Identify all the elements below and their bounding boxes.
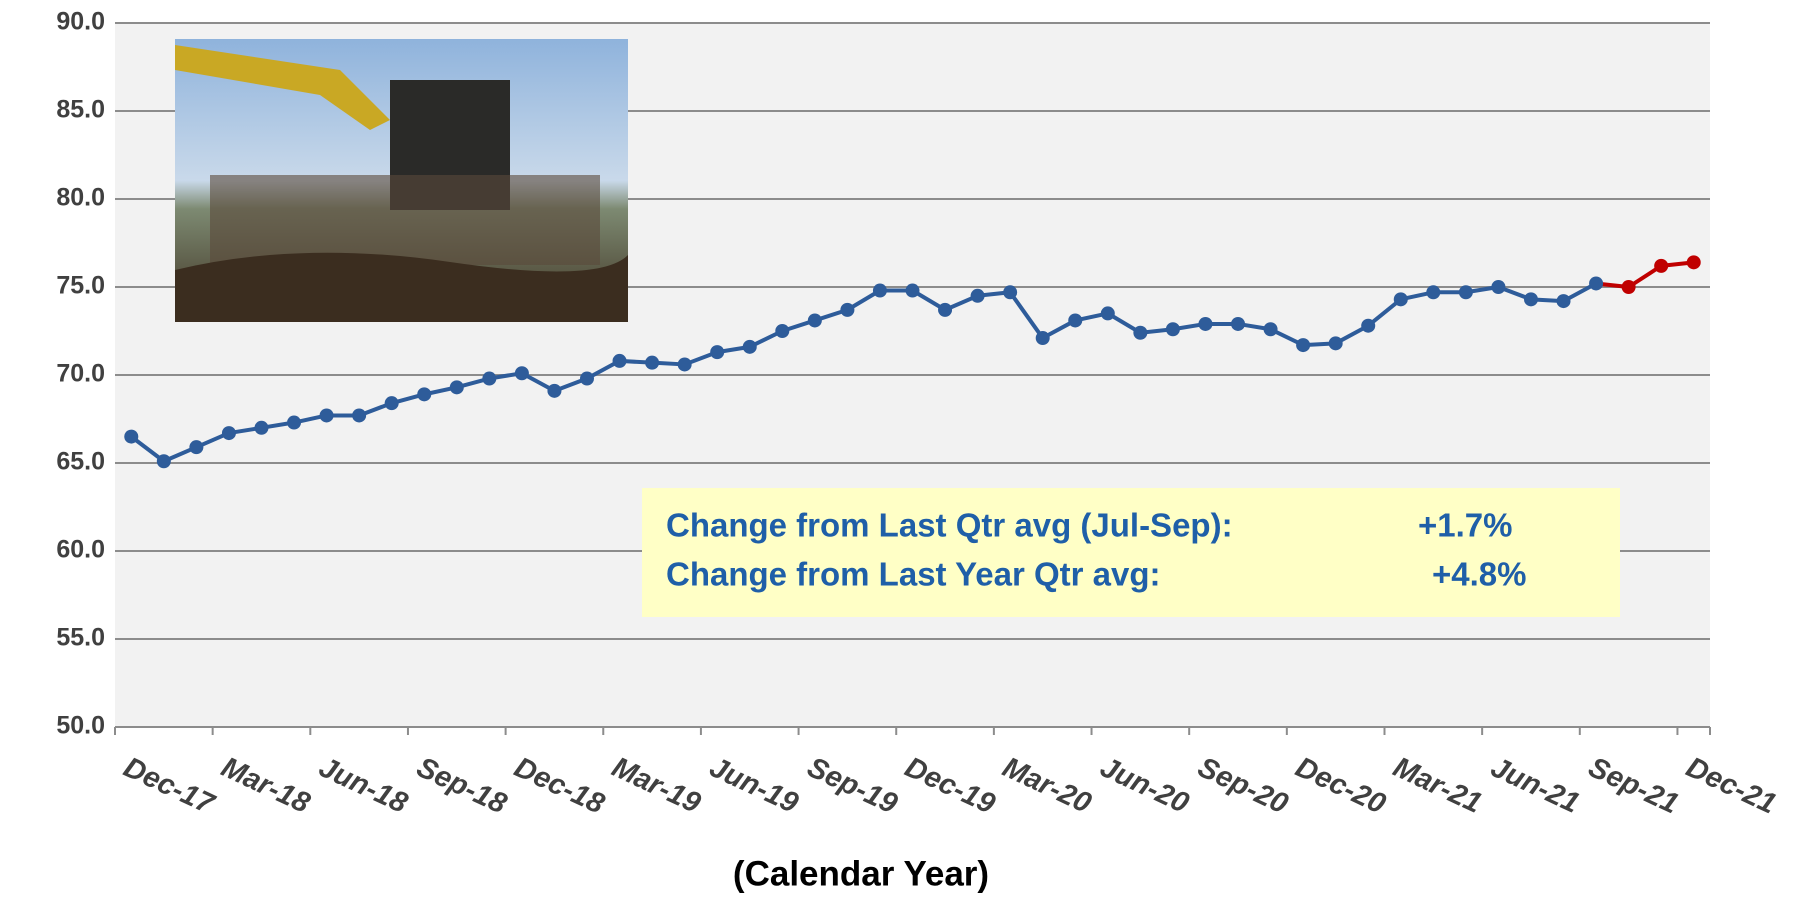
data-point (1589, 276, 1604, 291)
x-tick-label: Mar-19 (607, 751, 705, 820)
data-point (1296, 338, 1311, 353)
data-point (579, 371, 594, 386)
annotation-text: Change from Last Year Qtr avg: (666, 556, 1161, 593)
y-tick-label: 75.0 (56, 272, 105, 300)
data-point (775, 324, 790, 338)
annotation-text: Change from Last Qtr avg (Jul-Sep): (666, 507, 1233, 544)
data-point (970, 288, 985, 303)
data-point (547, 383, 562, 398)
data-point (710, 345, 725, 360)
x-tick-label: Dec-17 (119, 751, 220, 821)
data-point (1393, 292, 1408, 307)
data-point (124, 429, 139, 444)
y-tick-label: 80.0 (56, 184, 105, 212)
x-tick-label: Sep-18 (412, 751, 513, 821)
data-point (1263, 322, 1278, 337)
x-tick-label: Jun-19 (705, 751, 803, 820)
y-tick-label: 50.0 (56, 712, 105, 740)
annotation-value: +4.8% (1432, 556, 1527, 593)
data-point (449, 380, 464, 395)
x-tick-label: Jun-21 (1486, 751, 1584, 820)
data-point (1361, 318, 1376, 333)
data-point (514, 366, 529, 381)
data-point (612, 353, 627, 368)
y-tick-label: 85.0 (56, 96, 105, 124)
annotation-value: +1.7% (1418, 507, 1513, 544)
x-tick-label: Mar-18 (216, 751, 315, 820)
data-point (1523, 292, 1538, 307)
data-point (352, 408, 367, 423)
photo (175, 39, 628, 322)
data-point (1100, 306, 1115, 321)
data-point (645, 355, 660, 370)
data-point (1491, 280, 1506, 294)
data-point (221, 426, 236, 441)
y-tick-label: 70.0 (56, 360, 105, 388)
line-segment (1008, 291, 1045, 340)
data-point (319, 408, 334, 423)
data-point (807, 313, 822, 328)
data-point (1458, 285, 1473, 300)
data-point (1068, 313, 1083, 328)
data-point (1686, 255, 1701, 270)
data-point (189, 440, 204, 455)
data-point (677, 357, 692, 372)
data-point (417, 387, 432, 402)
data-point (905, 283, 920, 298)
data-point (287, 415, 302, 430)
data-point (872, 283, 887, 298)
x-tick-label: Mar-20 (998, 751, 1096, 820)
data-point (482, 371, 497, 386)
data-point (156, 454, 171, 469)
data-point (1035, 331, 1050, 346)
data-point (1231, 316, 1246, 331)
data-point (938, 302, 953, 317)
data-point (1556, 294, 1571, 309)
x-tick-label: Mar-21 (1388, 751, 1486, 820)
x-tick-label: Jun-18 (314, 751, 413, 820)
data-point (1426, 285, 1441, 300)
x-tick-label: Dec-18 (509, 751, 610, 821)
x-tick-label: Sep-19 (802, 751, 902, 820)
x-tick-label: Sep-21 (1584, 751, 1684, 820)
data-point (742, 339, 757, 354)
x-tick-label: Dec-20 (1291, 751, 1391, 820)
data-point (840, 302, 855, 317)
data-point (1621, 280, 1636, 294)
data-point (1328, 336, 1343, 351)
data-point (1198, 316, 1213, 331)
y-tick-label: 65.0 (56, 448, 105, 476)
x-axis-label: (Calendar Year) (733, 854, 989, 893)
data-point (1654, 258, 1669, 273)
x-tick-label: Sep-20 (1193, 751, 1293, 820)
data-point (1133, 325, 1148, 340)
y-tick-label: 90.0 (56, 8, 105, 36)
x-tick-label: Dec-21 (1681, 751, 1781, 820)
data-point (1003, 285, 1018, 300)
x-tick-label: Jun-20 (1095, 751, 1193, 820)
data-point (254, 420, 269, 435)
annotation-box (642, 488, 1620, 617)
x-tick-label: Dec-19 (900, 751, 1000, 820)
data-point (384, 396, 399, 411)
y-tick-label: 55.0 (56, 624, 105, 652)
data-point (1165, 322, 1180, 337)
y-tick-label: 60.0 (56, 536, 105, 564)
